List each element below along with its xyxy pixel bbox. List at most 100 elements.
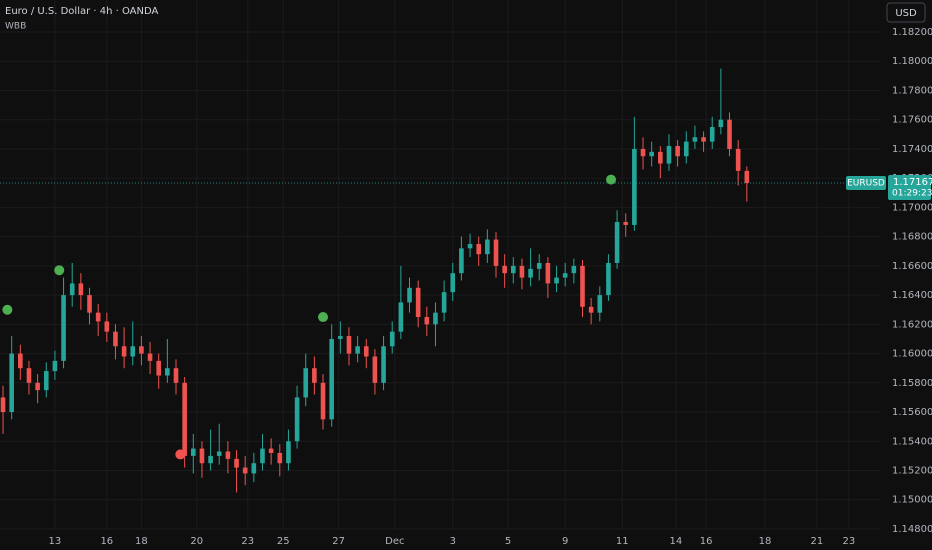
indicator-label: WBB [5, 22, 26, 32]
y-tick-label: 1.17800 [892, 85, 932, 96]
x-tick-label: 27 [332, 536, 345, 547]
x-tick-label: 13 [49, 536, 62, 547]
candle-body [675, 146, 680, 157]
candle-body [649, 151, 654, 157]
candle-body [320, 382, 326, 420]
candle-body [69, 283, 75, 296]
x-tick-label: 25 [277, 536, 290, 547]
chart-title: Euro / U.S. Dollar · 4h · OANDA [5, 6, 159, 17]
x-tick-label: Dec [385, 536, 404, 547]
candle-body [242, 467, 248, 474]
candle-body [355, 346, 360, 354]
candle-body [225, 451, 231, 459]
signal-dot [175, 449, 186, 460]
candle-body [658, 151, 663, 164]
candle-body [294, 397, 300, 442]
candle-body [545, 262, 551, 284]
y-tick-label: 1.17000 [892, 202, 932, 213]
candle-body [709, 127, 715, 142]
candle-body [398, 302, 404, 332]
candle-body [606, 262, 611, 296]
candle-body [190, 448, 196, 456]
candle-body [104, 321, 110, 332]
candle-body [502, 265, 507, 274]
candle-body [173, 368, 179, 383]
x-tick-label: 3 [450, 536, 456, 547]
signal-dot [318, 312, 329, 323]
candle-body [597, 295, 603, 313]
candle-body [510, 265, 516, 274]
candle-body [312, 368, 317, 383]
candle-body [692, 137, 698, 142]
y-tick-label: 1.15000 [892, 495, 932, 506]
candle-body [614, 222, 620, 263]
y-tick-label: 1.16200 [892, 319, 932, 330]
signal-dot [2, 304, 13, 315]
x-tick-label: 11 [616, 536, 629, 547]
axes: 1.14800 1.15000 1.15200 1.15400 1.15600 1.158… [49, 27, 932, 547]
candle-body [450, 273, 456, 293]
candle-body [467, 243, 473, 249]
candle-body [744, 170, 750, 184]
candle-body [156, 360, 162, 376]
candle-body [329, 338, 334, 420]
x-tick-label: 16 [700, 536, 713, 547]
candle-body [260, 448, 265, 464]
candle-body [234, 458, 239, 468]
candle-body [113, 331, 118, 347]
candle-body [459, 248, 464, 274]
candle-body [519, 265, 525, 278]
candle-body [78, 283, 84, 296]
candle-body [424, 317, 430, 325]
y-tick-label: 1.15400 [892, 436, 932, 447]
symbol-label: EURUSD [847, 179, 885, 189]
y-tick-label: 1.15200 [892, 466, 932, 477]
candle-body [139, 346, 144, 354]
x-tick-label: 16 [100, 536, 113, 547]
candle-body [130, 346, 136, 357]
y-tick-label: 1.16000 [892, 349, 932, 360]
candle-body [441, 292, 447, 313]
candle-body [182, 382, 187, 456]
candle-body [493, 239, 499, 266]
x-tick-label: 14 [670, 536, 683, 547]
candle-body [216, 451, 222, 456]
candle-body [303, 368, 309, 398]
y-tick-label: 1.18200 [892, 27, 932, 38]
candle-body [536, 262, 542, 269]
x-tick-label: 9 [562, 536, 568, 547]
signal-dot [606, 174, 617, 185]
candle-body [52, 360, 58, 372]
candle-body [363, 346, 369, 357]
candle-body [372, 356, 378, 383]
candle-body [0, 397, 6, 413]
candle-body [433, 312, 438, 325]
symbol-tag [846, 176, 886, 191]
candle-body [632, 148, 637, 225]
candle-body [208, 455, 213, 464]
x-tick-label: 21 [810, 536, 823, 547]
x-tick-label: 18 [135, 536, 148, 547]
currency-label[interactable]: USD [895, 8, 917, 19]
signal-dot [54, 265, 65, 276]
candle-body [286, 441, 291, 464]
x-tick-label: 20 [190, 536, 203, 547]
candle-body [389, 331, 395, 347]
currency-button[interactable] [886, 2, 926, 23]
y-tick-label: 1.15800 [892, 378, 932, 389]
candle-body [165, 368, 170, 376]
candle-body [381, 346, 386, 383]
candle-body [735, 148, 741, 171]
candle-body [121, 346, 127, 357]
candle-body [61, 295, 66, 361]
candle-body [580, 265, 585, 307]
countdown-label: 01:29:23 [892, 189, 932, 199]
y-tick-label: 1.16600 [892, 261, 932, 272]
candle-body [9, 353, 14, 413]
x-tick-label: 5 [505, 536, 511, 547]
candle-body [718, 119, 724, 128]
candle-body [18, 353, 23, 369]
price-tag [888, 175, 931, 201]
